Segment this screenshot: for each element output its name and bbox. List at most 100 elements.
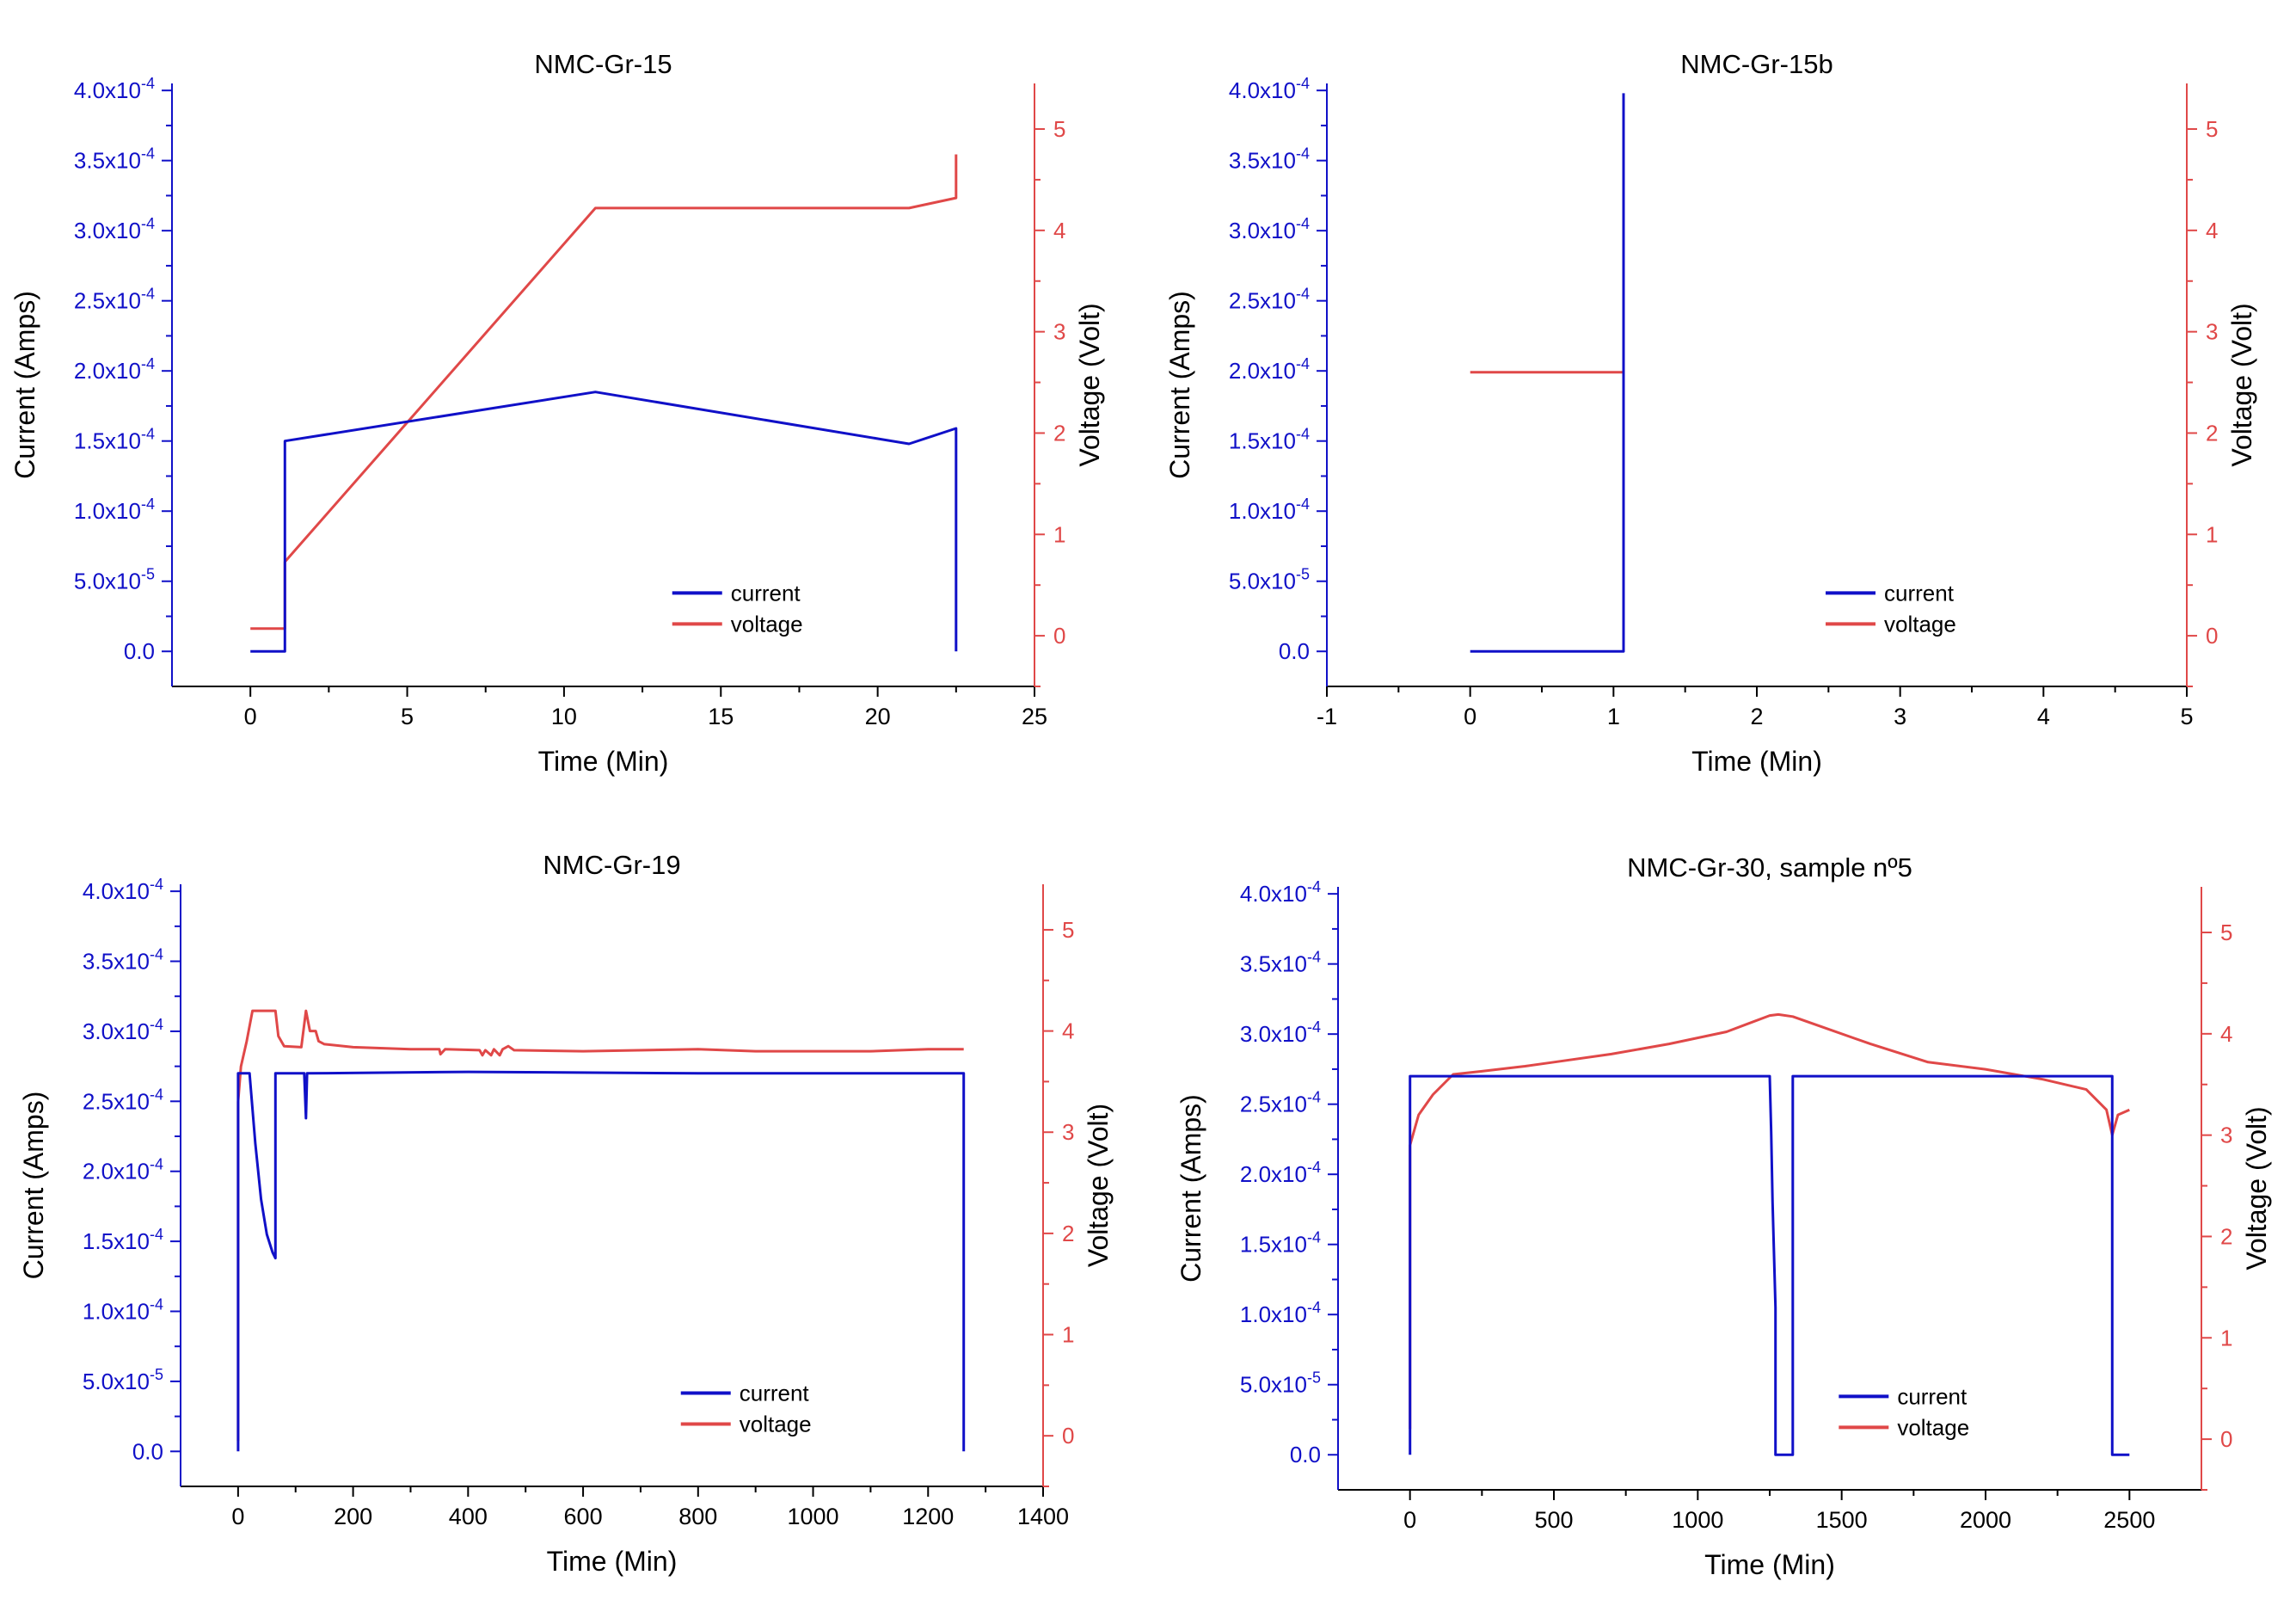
chart-1-y-tick-label: 2.5x10-4 — [74, 286, 155, 314]
chart-2-y2-tick-label: 0 — [2206, 623, 2218, 649]
chart-3-y-tick-label: 5.0x10-5 — [83, 1366, 163, 1394]
chart-2-y-tick-label: 2.0x10-4 — [1229, 355, 1310, 384]
chart-4-y-tick-label: 3.0x10-4 — [1240, 1018, 1321, 1047]
chart-1-y-tick-label: 3.5x10-4 — [74, 145, 155, 174]
chart-2-y2-tick-label: 5 — [2206, 116, 2218, 142]
chart-4-x-tick-label: 2000 — [1960, 1507, 2011, 1533]
chart-3-y2-tick-label: 5 — [1062, 917, 1074, 943]
chart-1-y2-tick-label: 0 — [1053, 623, 1065, 649]
chart-1-voltage-series-line — [250, 154, 958, 631]
chart-4-y-tick-label: 1.5x10-4 — [1240, 1229, 1321, 1258]
chart-3-y-tick-label: 3.0x10-4 — [83, 1016, 163, 1044]
chart-3-voltage-series-line — [236, 1009, 964, 1442]
chart-3-y-tick-label: 0.0 — [132, 1438, 163, 1464]
chart-2-x-tick-label: 2 — [1750, 704, 1763, 729]
chart-1-current-series-line — [250, 391, 958, 653]
chart-3-x-tick-label: 1000 — [787, 1504, 838, 1529]
chart-3-legend-voltage-label: voltage — [740, 1412, 812, 1437]
chart-2-x-axis-label: Time (Min) — [1691, 746, 1822, 777]
chart-1-x-tick-label: 10 — [551, 704, 577, 729]
chart-2-voltage-series-line — [1470, 189, 1625, 374]
chart-2-y2-axis-label: Voltage (Volt) — [2226, 303, 2257, 466]
chart-1-x-axis-label: Time (Min) — [538, 746, 669, 777]
chart-3-x-tick-label: 1400 — [1017, 1504, 1069, 1529]
chart-4-voltage-series-line — [1409, 1012, 2130, 1430]
chart-1-y-tick-label: 4.0x10-4 — [74, 75, 155, 103]
chart-3-y2-tick-label: 4 — [1062, 1018, 1074, 1044]
chart-3-y-tick-label: 1.0x10-4 — [83, 1296, 163, 1325]
chart-panel-3: NMC-Gr-19 0 200 400 600 800 1000 1200 1400 0.0 5.0… — [18, 850, 1114, 1577]
chart-3-x-tick-label: 400 — [449, 1504, 488, 1529]
chart-3-x-tick-label: 600 — [564, 1504, 603, 1529]
chart-1-y-axis-label: Current (Amps) — [9, 291, 40, 479]
chart-3-y2-tick-label: 0 — [1062, 1423, 1074, 1449]
chart-1-y2-axis-label: Voltage (Volt) — [1074, 303, 1105, 466]
chart-1-x-tick-label: 25 — [1022, 704, 1047, 729]
chart-2-y2-tick-label: 2 — [2206, 420, 2218, 446]
chart-3-y-tick-label: 2.0x10-4 — [83, 1156, 163, 1184]
chart-4-legend-voltage-label: voltage — [1897, 1414, 1969, 1440]
chart-3-y-tick-label: 3.5x10-4 — [83, 946, 163, 975]
chart-4-y2-tick-label: 4 — [2220, 1021, 2232, 1047]
chart-4-y2-tick-label: 1 — [2220, 1325, 2232, 1350]
chart-2-y-tick-label: 3.0x10-4 — [1229, 215, 1310, 243]
chart-4-y-tick-label: 2.5x10-4 — [1240, 1089, 1321, 1117]
chart-3-x-tick-label: 200 — [334, 1504, 372, 1529]
chart-1-x-tick-label: 5 — [401, 704, 414, 729]
chart-4-y-tick-label: 5.0x10-5 — [1240, 1369, 1321, 1398]
chart-1-y-tick-label: 1.0x10-4 — [74, 495, 155, 524]
chart-1-y2-tick-label: 3 — [1053, 319, 1065, 345]
chart-2-y-tick-label: 4.0x10-4 — [1229, 75, 1310, 103]
chart-4-y2-tick-label: 2 — [2220, 1223, 2232, 1249]
chart-4-x-tick-label: 500 — [1534, 1507, 1573, 1533]
chart-4-y-tick-label: 3.5x10-4 — [1240, 949, 1321, 977]
chart-2-x-tick-label: 0 — [1464, 704, 1476, 729]
chart-2-y-tick-label: 3.5x10-4 — [1229, 145, 1310, 174]
chart-4-y-tick-label: 2.0x10-4 — [1240, 1159, 1321, 1187]
chart-4-y-tick-label: 1.0x10-4 — [1240, 1299, 1321, 1327]
chart-3-current-series-line — [236, 1070, 966, 1452]
chart-4-y-tick-label: 0.0 — [1290, 1442, 1321, 1467]
chart-3-y-axis-label: Current (Amps) — [18, 1092, 49, 1280]
chart-1-x-tick-label: 0 — [244, 704, 257, 729]
chart-1-x-tick-label: 20 — [865, 704, 891, 729]
chart-4-y-tick-label: 4.0x10-4 — [1240, 878, 1321, 907]
chart-2-x-tick-label: 3 — [1894, 704, 1906, 729]
chart-2-y-axis-label: Current (Amps) — [1164, 291, 1195, 479]
chart-3-y-tick-label: 2.5x10-4 — [83, 1086, 163, 1114]
chart-4-x-tick-label: 0 — [1403, 1507, 1416, 1533]
chart-2-y-tick-label: 1.5x10-4 — [1229, 426, 1310, 454]
chart-4-legend-current-label: current — [1897, 1383, 1968, 1409]
chart-4-y-axis-label: Current (Amps) — [1176, 1094, 1206, 1283]
chart-2-y-tick-label: 2.5x10-4 — [1229, 286, 1310, 314]
chart-3-y2-tick-label: 1 — [1062, 1322, 1074, 1348]
chart-2-current-series-line — [1470, 93, 1625, 653]
chart-2-y2-tick-label: 1 — [2206, 521, 2218, 547]
chart-4-x-tick-label: 1000 — [1672, 1507, 1723, 1533]
chart-3-x-tick-label: 0 — [231, 1504, 244, 1529]
chart-1-title: NMC-Gr-15 — [534, 49, 672, 79]
chart-1-y-tick-label: 3.0x10-4 — [74, 215, 155, 243]
chart-panel-1: NMC-Gr-150 5 10 15 20 250.05.0x10-51.0x10-41.… — [9, 49, 1105, 777]
chart-4-y2-axis-label: Voltage (Volt) — [2241, 1106, 2272, 1270]
chart-4-x-tick-label: 1500 — [1816, 1507, 1868, 1533]
chart-2-legend-current-label: current — [1884, 580, 1955, 606]
chart-2-y-tick-label: 0.0 — [1279, 638, 1310, 664]
chart-3-x-tick-label: 1200 — [902, 1504, 954, 1529]
chart-3-y2-axis-label: Voltage (Volt) — [1083, 1104, 1114, 1267]
chart-3-x-tick-label: 800 — [678, 1504, 717, 1529]
chart-1-y-tick-label: 1.5x10-4 — [74, 426, 155, 454]
chart-2-x-tick-label: -1 — [1317, 704, 1337, 729]
chart-2-legend-voltage-label: voltage — [1884, 611, 1956, 637]
chart-3-title: NMC-Gr-19 — [543, 850, 680, 880]
chart-3-x-axis-label: Time (Min) — [547, 1546, 678, 1577]
chart-1-legend-current-label: current — [731, 580, 801, 606]
chart-3-y-tick-label: 4.0x10-4 — [83, 876, 163, 904]
chart-3-y2-tick-label: 3 — [1062, 1119, 1074, 1145]
chart-2-y-tick-label: 1.0x10-4 — [1229, 495, 1310, 524]
chart-4-y2-tick-label: 0 — [2220, 1426, 2232, 1452]
chart-3-legend-current-label: current — [740, 1381, 810, 1406]
chart-2-x-tick-label: 5 — [2180, 704, 2193, 729]
